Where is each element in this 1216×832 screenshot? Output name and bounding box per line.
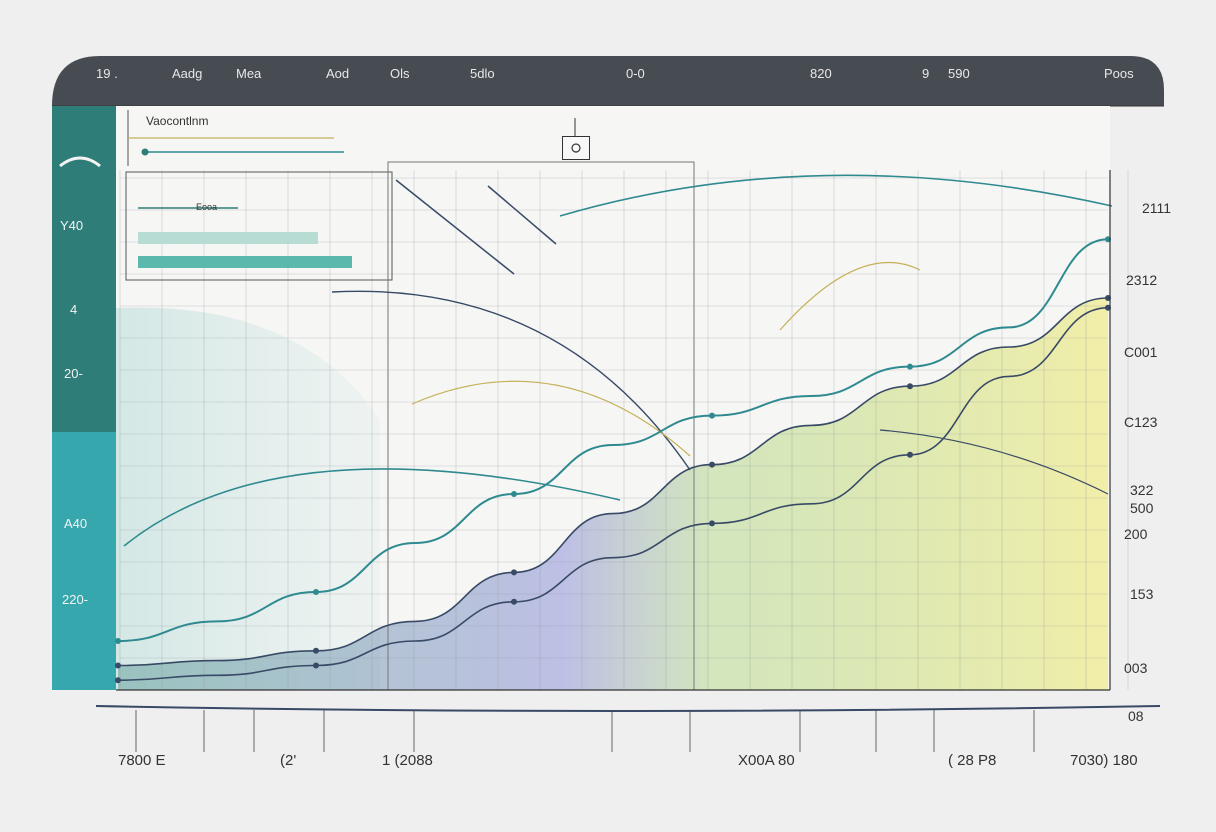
data-point	[511, 598, 517, 605]
series-line	[117, 307, 1109, 681]
header-label: 820	[810, 66, 832, 81]
arc-upper	[331, 290, 691, 471]
bottom-axis-label: 7800 E	[118, 752, 166, 769]
area-fill	[118, 298, 1108, 690]
data-point	[313, 662, 319, 669]
data-point	[313, 647, 319, 654]
data-point	[511, 569, 517, 576]
header-label: 5dlo	[470, 66, 495, 81]
right-axis-label: C001	[1124, 344, 1158, 360]
data-point	[709, 412, 715, 419]
right-axis-label: C123	[1124, 414, 1158, 430]
data-point	[115, 638, 121, 644]
arc-top	[559, 174, 1113, 217]
legend-swatch-2	[138, 256, 352, 268]
arc-right	[879, 429, 1109, 495]
data-point	[313, 589, 319, 595]
header-label: 9	[922, 66, 930, 81]
baseline	[95, 705, 1161, 712]
right-axis-label: 500	[1130, 500, 1154, 516]
data-point	[709, 461, 715, 468]
data-point	[907, 451, 913, 458]
left-panel-lower	[52, 432, 116, 690]
series-group	[115, 236, 1111, 684]
bottom-axis-label: X00A 80	[738, 752, 795, 769]
header-label: Ols	[390, 66, 410, 81]
bottom-ticks	[135, 710, 1035, 752]
arc-left	[123, 468, 621, 547]
legend-title: Vaocontlnm	[146, 114, 209, 128]
soft-fill	[116, 307, 380, 690]
header-label: 590	[948, 66, 970, 81]
bottom-axis-label: ( 28 P8	[948, 752, 997, 769]
data-point	[907, 363, 913, 370]
left-axis-label: Y40	[60, 218, 84, 233]
header-label: Mea	[236, 66, 262, 81]
bottom-axis-label: (2'	[280, 752, 297, 769]
legend-box	[125, 171, 393, 281]
legend-sublabel: Eooa	[196, 202, 218, 212]
series-line	[117, 297, 1109, 667]
left-axis-label: 20-	[64, 366, 83, 381]
left-axis-label: 4	[70, 302, 78, 317]
header-label: 19 .	[96, 66, 118, 81]
legend-swatch-1	[138, 232, 318, 244]
left-axis-label: 220-	[62, 592, 89, 607]
left-axis-label: A40	[64, 516, 88, 531]
right-axis-label: 153	[1130, 586, 1154, 602]
pin-icon	[562, 136, 590, 160]
header-label: Aod	[326, 66, 350, 81]
header-label: Poos	[1104, 66, 1134, 81]
bottom-axis-label: 1 (2088	[382, 752, 433, 769]
right-axis-label: 003	[1124, 660, 1148, 676]
arc-gold	[411, 380, 691, 457]
right-axis-label: 2312	[1126, 272, 1158, 288]
header-bar	[52, 56, 1164, 106]
header-label: Aadg	[172, 66, 203, 81]
data-point	[907, 383, 913, 390]
series-line	[117, 238, 1109, 642]
left-panel-notch	[59, 156, 101, 168]
data-point	[115, 677, 121, 684]
right-axis-label: 2111	[1142, 200, 1172, 216]
bottom-axis-label: 7030) 180	[1070, 752, 1138, 769]
data-point	[511, 491, 517, 497]
right-axis-label: 200	[1124, 526, 1148, 542]
right-axis-label: 322	[1130, 482, 1154, 498]
header-label: 0-0	[626, 66, 645, 81]
data-point	[115, 662, 121, 669]
data-point	[709, 520, 715, 527]
right-axis-label: 08	[1128, 708, 1144, 724]
arc-gold-2	[779, 262, 921, 331]
